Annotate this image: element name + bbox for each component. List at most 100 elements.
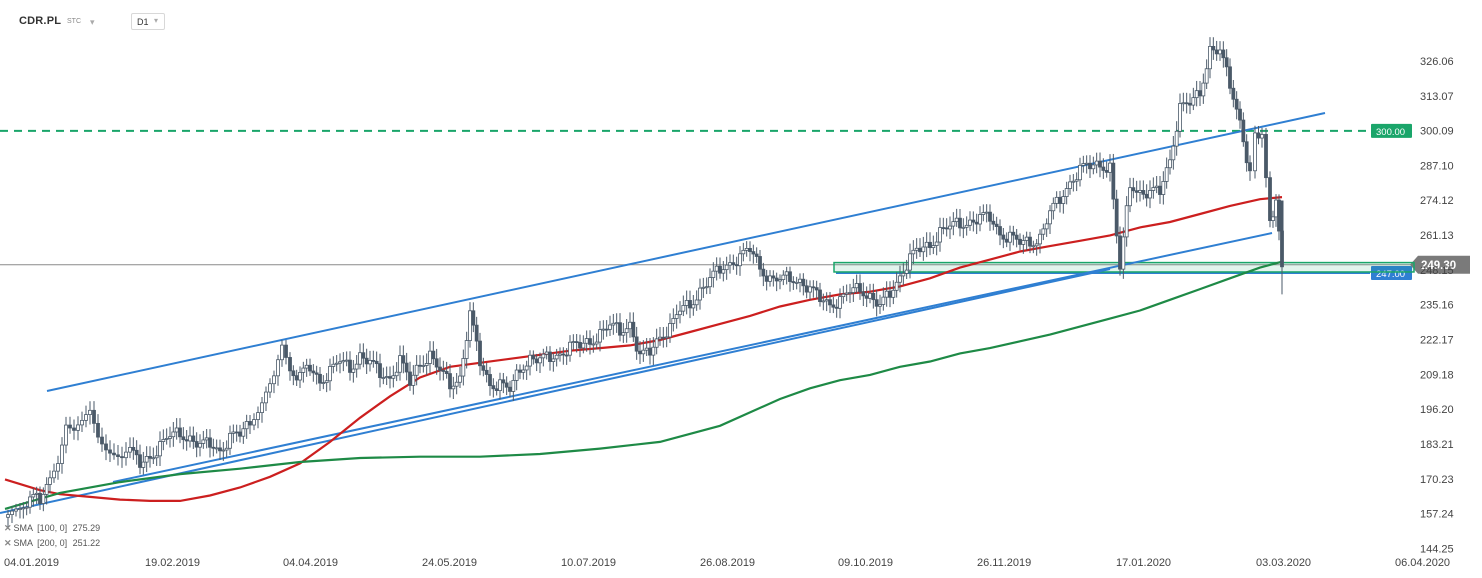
candle-body	[441, 370, 446, 372]
candle-body	[424, 363, 429, 366]
candle-body	[574, 341, 579, 343]
time-tick-label: 26.08.2019	[700, 557, 755, 569]
timeframe-select[interactable]: D1 ▾	[131, 13, 165, 30]
candle-body	[1068, 181, 1072, 189]
candle-body	[1238, 108, 1242, 121]
candle-body	[998, 226, 1002, 236]
candle-body	[611, 322, 616, 326]
candle-body	[1181, 102, 1186, 105]
candle-body	[698, 287, 702, 301]
candle-body	[248, 421, 252, 426]
candle-body	[411, 374, 416, 386]
candle-body	[231, 431, 236, 434]
candle-body	[584, 338, 589, 344]
candle-body	[1131, 187, 1136, 192]
candle-body	[431, 350, 436, 360]
candle-body	[558, 353, 562, 356]
candle-body	[864, 295, 869, 299]
candle-body	[294, 375, 299, 381]
candle-body	[1124, 205, 1129, 238]
level-247-badge	[1371, 265, 1412, 280]
candle-body	[691, 304, 696, 309]
candle-body	[974, 221, 979, 225]
candle-body	[321, 382, 326, 384]
candle-body	[374, 360, 379, 365]
candle-body	[824, 299, 829, 302]
candle-body	[120, 456, 124, 459]
candle-body	[21, 507, 26, 510]
candle-body	[221, 449, 226, 452]
candle-body	[1081, 163, 1086, 166]
candle-body	[494, 388, 499, 391]
candle-body	[1034, 243, 1039, 247]
candle-body	[34, 492, 39, 495]
candle-body	[158, 441, 162, 457]
candle-body	[931, 245, 936, 249]
candle-body	[804, 285, 809, 293]
candle-body	[116, 454, 120, 458]
sma-200-legend: ✕ SMA [200, 0] 251.22	[4, 538, 101, 548]
candle-body	[831, 304, 836, 308]
candle-body	[1244, 141, 1249, 164]
candle-body	[1154, 185, 1159, 188]
candle-body	[851, 287, 856, 293]
candle-body	[268, 383, 272, 393]
market-dropdown-icon[interactable]: ▾	[90, 17, 95, 27]
candle-body	[414, 364, 419, 376]
last-price-badge	[1410, 255, 1470, 274]
candle-body	[994, 223, 999, 227]
candle-body	[968, 219, 972, 226]
candle-body	[171, 431, 176, 438]
candle-body	[661, 336, 666, 339]
candle-body	[641, 349, 646, 355]
remove-indicator-icon[interactable]: ✕	[4, 538, 12, 548]
candle-body	[568, 341, 572, 356]
candle-body	[371, 360, 376, 362]
candle-body	[588, 338, 592, 345]
candle-body	[771, 275, 776, 279]
candle-body	[96, 423, 100, 438]
candle-body	[381, 377, 386, 379]
candle-body	[861, 291, 866, 297]
candle-body	[124, 451, 128, 459]
candle-body	[884, 290, 889, 298]
candle-body	[1038, 233, 1042, 245]
candle-body	[531, 354, 536, 360]
candle-body	[868, 292, 872, 299]
candle-body	[581, 342, 586, 349]
price-tick-label: 300.09	[1420, 126, 1454, 138]
candle-body	[911, 249, 916, 255]
candle-body	[1128, 187, 1132, 207]
candle-body	[1098, 160, 1102, 168]
candle-body	[1091, 164, 1096, 170]
candle-body	[501, 379, 506, 384]
level-300-label: 300.00	[1376, 127, 1405, 138]
candle-body	[614, 322, 619, 325]
candle-body	[184, 439, 189, 442]
candle-body	[1201, 82, 1206, 97]
candle-body	[578, 341, 582, 349]
candle-body	[871, 292, 876, 301]
candle-body	[84, 414, 88, 421]
candle-body	[64, 424, 68, 446]
candle-body	[621, 332, 626, 336]
candle-body	[924, 241, 929, 248]
candle-body	[528, 354, 532, 367]
candle-body	[211, 446, 216, 449]
candle-body	[1194, 90, 1199, 99]
candle-body	[591, 343, 596, 346]
candle-body	[188, 435, 192, 442]
candle-body	[418, 364, 422, 367]
candle-body	[618, 322, 622, 336]
candle-body	[841, 293, 846, 298]
candle-body	[298, 371, 302, 381]
candle-body	[474, 324, 479, 342]
candle-body	[1198, 90, 1202, 97]
candle-body	[354, 363, 359, 370]
remove-indicator-icon[interactable]: ✕	[4, 523, 12, 533]
candle-body	[678, 310, 682, 316]
candle-body	[858, 283, 862, 293]
candle-body	[788, 271, 792, 282]
candle-body	[948, 225, 952, 230]
